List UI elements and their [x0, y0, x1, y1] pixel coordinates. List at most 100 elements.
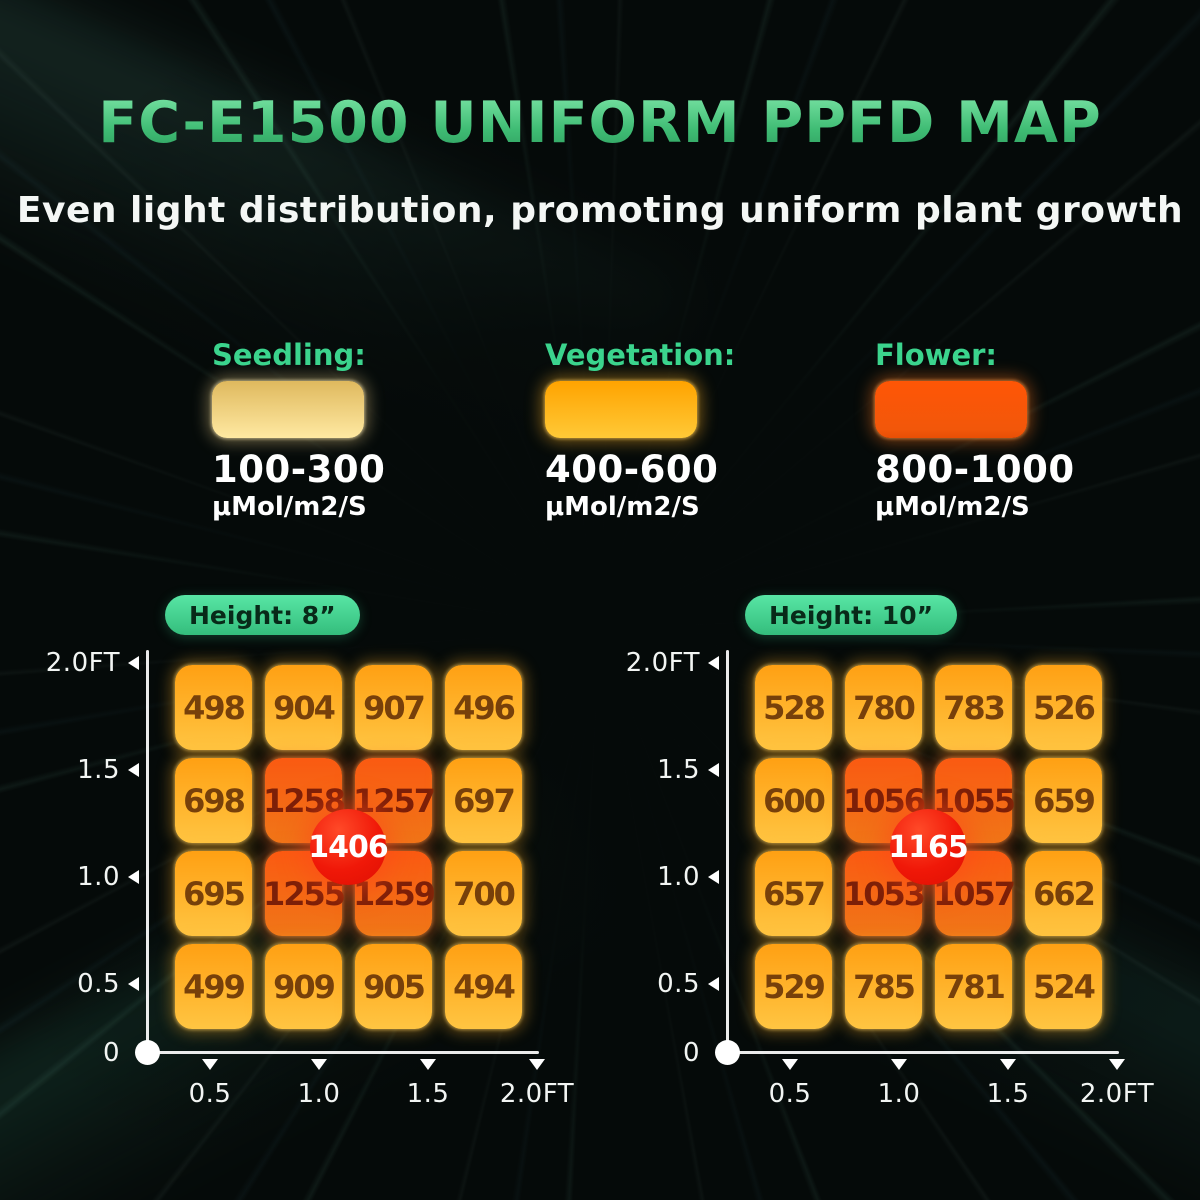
- x-tick-label: 1.5: [986, 1079, 1030, 1109]
- x-tick-label: 1.5: [406, 1079, 450, 1109]
- x-axis-line: [146, 1051, 539, 1054]
- legend-unit: μMol/m2/S: [545, 492, 700, 522]
- x-tick-label: 1.0: [297, 1079, 341, 1109]
- ppfd-cell: 904: [265, 665, 342, 750]
- ppfd-cell: 785: [845, 944, 922, 1029]
- x-tick-label: 2.0FT: [1079, 1079, 1155, 1109]
- tick-arrow-left-icon: [128, 656, 139, 670]
- tick-arrow-left-icon: [708, 763, 719, 777]
- ppfd-cell: 781: [935, 944, 1012, 1029]
- vegetation-color-swatch: [545, 381, 697, 438]
- x-tick-label: 1.0: [877, 1079, 921, 1109]
- ppfd-cell: 529: [755, 944, 832, 1029]
- y-tick-label: 0.5: [657, 969, 700, 999]
- tick-arrow-left-icon: [128, 763, 139, 777]
- legend-item-vegetation: Vegetation: 400-600 μMol/m2/S: [545, 338, 735, 522]
- ppfd-cell: 905: [355, 944, 432, 1029]
- axis-origin-dot: [135, 1040, 160, 1065]
- legend-item-flower: Flower: 800-1000 μMol/m2/S: [875, 338, 1075, 522]
- y-tick-label: 0.5: [77, 969, 120, 999]
- tick-arrow-left-icon: [128, 977, 139, 991]
- height-badge: Height: 10”: [745, 595, 958, 635]
- y-tick: 0.5: [647, 969, 719, 999]
- tick-arrow-down-icon: [1000, 1059, 1016, 1070]
- ppfd-cell: 700: [445, 851, 522, 936]
- tick-arrow-down-icon: [420, 1059, 436, 1070]
- y-tick: 1.0: [67, 862, 139, 892]
- x-tick: 2.0FT: [495, 1059, 579, 1109]
- ppfd-cell: 698: [175, 758, 252, 843]
- ppfd-chart-8in: Height: 8” 2.0FT 1.5 1.0 0.5 0 498 904 9…: [46, 585, 574, 1150]
- x-tick: 1.5: [966, 1059, 1050, 1109]
- ppfd-cell: 528: [755, 665, 832, 750]
- ppfd-cell-hot: 1053: [843, 851, 926, 936]
- y-tick-label: 0: [102, 1038, 120, 1068]
- peak-value-badge: 1406: [308, 809, 389, 885]
- tick-arrow-down-icon: [891, 1059, 907, 1070]
- axis-origin-dot: [715, 1040, 740, 1065]
- ppfd-cell: 494: [445, 944, 522, 1029]
- ppfd-grid-8in: 498 904 907 496 698 1258 1257 697 695 12…: [175, 665, 522, 1029]
- tick-arrow-left-icon: [708, 656, 719, 670]
- ppfd-cell: 657: [755, 851, 832, 936]
- tick-arrow-left-icon: [708, 977, 719, 991]
- x-tick: 1.0: [277, 1059, 361, 1109]
- x-tick: 1.0: [857, 1059, 941, 1109]
- ppfd-cell: 526: [1025, 665, 1102, 750]
- legend-range: 400-600: [545, 448, 719, 491]
- y-tick-label: 0: [682, 1038, 700, 1068]
- page-subtitle: Even light distribution, promoting unifo…: [16, 190, 1184, 231]
- seedling-color-swatch: [212, 381, 364, 438]
- ppfd-cell: 780: [845, 665, 922, 750]
- peak-value-badge: 1165: [888, 809, 969, 885]
- y-tick-label: 2.0FT: [625, 648, 700, 678]
- y-tick: 1.5: [647, 755, 719, 785]
- x-tick-label: 0.5: [188, 1079, 232, 1109]
- legend-range: 100-300: [212, 448, 386, 491]
- tick-arrow-down-icon: [1109, 1059, 1125, 1070]
- x-tick-label: 2.0FT: [499, 1079, 575, 1109]
- y-tick-label: 1.5: [657, 755, 700, 785]
- ppfd-cell: 695: [175, 851, 252, 936]
- y-tick: 1.0: [647, 862, 719, 892]
- x-tick: 1.5: [386, 1059, 470, 1109]
- ppfd-cell: 600: [755, 758, 832, 843]
- ppfd-cell: 783: [935, 665, 1012, 750]
- ppfd-cell: 907: [355, 665, 432, 750]
- legend-label: Vegetation:: [545, 338, 736, 372]
- legend-range: 800-1000: [875, 448, 1075, 491]
- legend-unit: μMol/m2/S: [875, 492, 1030, 522]
- x-tick: 0.5: [168, 1059, 252, 1109]
- height-badge: Height: 8”: [165, 595, 360, 635]
- tick-arrow-down-icon: [529, 1059, 545, 1070]
- y-tick: 0: [67, 1038, 139, 1068]
- y-tick-label: 1.5: [77, 755, 120, 785]
- ppfd-cell: 697: [445, 758, 522, 843]
- legend-label: Seedling:: [212, 338, 366, 372]
- legend-item-seedling: Seedling: 100-300 μMol/m2/S: [212, 338, 385, 522]
- tick-arrow-down-icon: [311, 1059, 327, 1070]
- flower-color-swatch: [875, 381, 1027, 438]
- ppfd-cell: 662: [1025, 851, 1102, 936]
- tick-arrow-left-icon: [128, 870, 139, 884]
- y-tick: 2.0FT: [46, 648, 139, 678]
- y-tick-label: 2.0FT: [45, 648, 120, 678]
- page-title: FC-E1500 UNIFORM PPFD MAP: [0, 90, 1200, 156]
- ppfd-cell: 524: [1025, 944, 1102, 1029]
- ppfd-cell: 499: [175, 944, 252, 1029]
- ppfd-chart-10in: Height: 10” 2.0FT 1.5 1.0 0.5 0 528 780 …: [626, 585, 1154, 1150]
- x-tick: 2.0FT: [1075, 1059, 1159, 1109]
- x-tick-label: 0.5: [768, 1079, 812, 1109]
- tick-arrow-down-icon: [202, 1059, 218, 1070]
- y-axis-line: [146, 650, 149, 1053]
- ppfd-cell: 909: [265, 944, 342, 1029]
- x-axis-line: [726, 1051, 1119, 1054]
- tick-arrow-down-icon: [782, 1059, 798, 1070]
- ppfd-cell: 498: [175, 665, 252, 750]
- x-tick: 0.5: [748, 1059, 832, 1109]
- ppfd-cell: 659: [1025, 758, 1102, 843]
- legend-label: Flower:: [875, 338, 998, 372]
- ppfd-cell: 496: [445, 665, 522, 750]
- y-tick-label: 1.0: [77, 862, 120, 892]
